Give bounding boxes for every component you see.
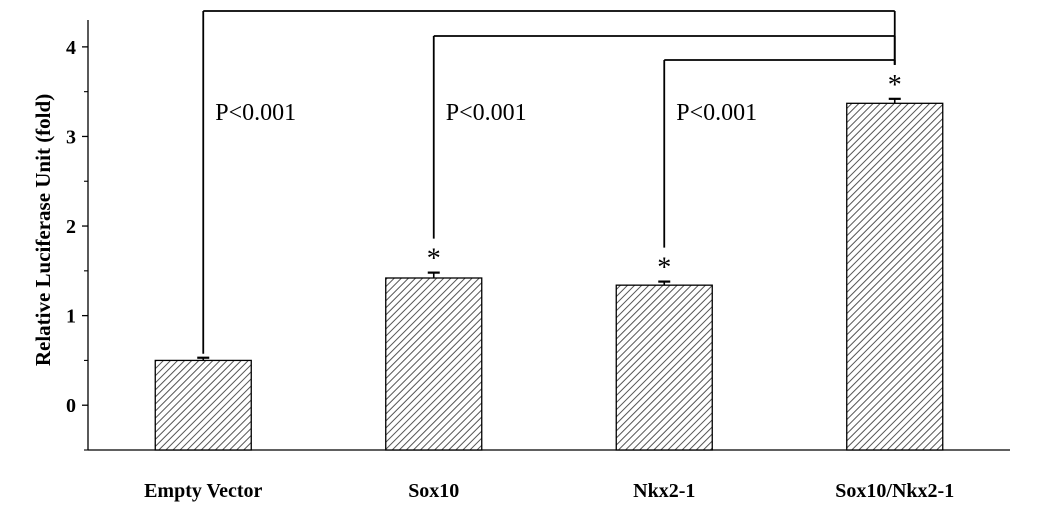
significance-brackets: P<0.001 P<0.001 P<0.001 — [202, 10, 896, 354]
bar-1 — [385, 277, 483, 451]
p-value-label-1: P<0.001 — [446, 100, 527, 126]
p-value-label-0: P<0.001 — [215, 100, 296, 126]
category-labels: Empty Vector Sox10 Nkx2-1 Sox10/Nkx2-1 — [144, 480, 954, 502]
bar-2 — [615, 284, 713, 451]
y-tick-label-0: 0 — [66, 395, 76, 417]
y-ticks: 0 1 2 3 4 — [66, 37, 88, 451]
bar-3 — [846, 102, 944, 451]
bars: * * * — [154, 70, 944, 451]
category-label-3: Sox10/Nkx2-1 — [835, 480, 954, 502]
y-axis-title: Relative Luciferase Unit (fold) — [31, 94, 55, 366]
y-tick-label-2: 2 — [66, 216, 76, 238]
y-tick-label-1: 1 — [66, 306, 76, 328]
category-label-2: Nkx2-1 — [633, 480, 695, 502]
category-label-1: Sox10 — [408, 480, 459, 502]
significance-star-2: * — [657, 253, 671, 284]
significance-star-1: * — [427, 244, 441, 275]
y-tick-label-3: 3 — [66, 126, 76, 148]
y-tick-label-4: 4 — [66, 37, 76, 59]
significance-star-3: * — [888, 70, 902, 101]
bar-0 — [154, 359, 252, 451]
category-label-0: Empty Vector — [144, 480, 262, 502]
p-value-label-2: P<0.001 — [676, 100, 757, 126]
